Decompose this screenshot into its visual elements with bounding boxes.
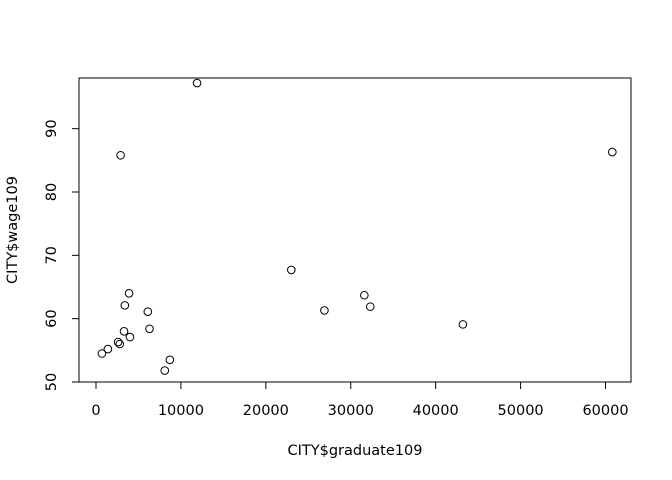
- data-point: [97, 349, 107, 358]
- data-point: [160, 366, 170, 375]
- x-axis: 0 10000 20000 30000 40000 50000 60000: [91, 381, 629, 419]
- data-point: [360, 290, 369, 300]
- y-tick-label: 80: [44, 183, 60, 201]
- y-tick-label: 50: [44, 373, 60, 391]
- data-point: [145, 324, 154, 334]
- data-points: [97, 78, 617, 375]
- x-tick-label: 60000: [582, 403, 628, 419]
- data-point: [103, 344, 113, 354]
- data-point: [287, 265, 296, 275]
- x-tick-label: 0: [91, 403, 100, 419]
- x-tick-label: 50000: [498, 403, 544, 419]
- data-point: [458, 320, 468, 329]
- y-tick-label: 90: [44, 119, 60, 137]
- data-point: [608, 147, 617, 157]
- data-point: [125, 332, 135, 342]
- x-tick-label: 20000: [243, 403, 289, 419]
- data-point: [115, 339, 125, 349]
- data-point: [165, 355, 175, 365]
- y-tick-label: 70: [44, 246, 60, 264]
- data-point: [120, 301, 130, 310]
- x-tick-label: 10000: [158, 403, 204, 419]
- data-point: [365, 302, 375, 311]
- plot-frame: [78, 77, 632, 383]
- data-point: [143, 307, 153, 317]
- data-point: [320, 306, 329, 315]
- y-axis: 50 60 70 80 90: [44, 119, 80, 391]
- x-tick-label: 30000: [328, 403, 374, 419]
- data-point: [113, 337, 123, 347]
- data-point: [192, 78, 202, 88]
- data-point: [124, 289, 134, 298]
- data-point: [116, 150, 125, 160]
- y-axis-label: CITY$wage109: [5, 176, 21, 284]
- x-tick-label: 40000: [413, 403, 459, 419]
- x-axis-label: CITY$graduate109: [288, 443, 423, 459]
- y-tick-label: 60: [44, 309, 60, 327]
- data-point: [119, 327, 129, 336]
